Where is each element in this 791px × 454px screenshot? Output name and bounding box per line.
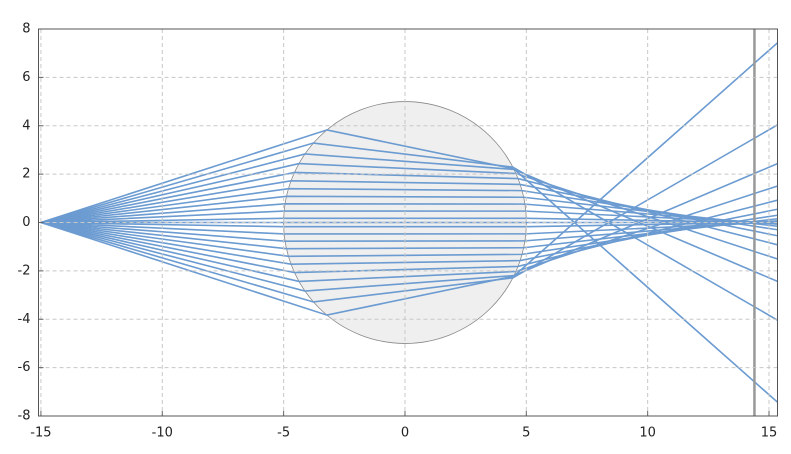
ray [40, 195, 778, 228]
x-tick-label: 15 [761, 426, 778, 441]
y-tick-label: -6 [18, 360, 31, 375]
ray [40, 129, 778, 403]
y-tick-label: -2 [18, 263, 31, 278]
ray [40, 162, 778, 292]
plot-frame [38, 28, 778, 417]
ray [40, 185, 778, 283]
y-tick-label: 2 [22, 167, 30, 182]
x-tick-label: 10 [639, 426, 656, 441]
y-tick-label: -8 [18, 409, 31, 424]
ray [40, 187, 778, 231]
y-tick-label: 0 [22, 215, 30, 230]
ray [40, 124, 778, 303]
ray [40, 202, 778, 226]
x-tick-label: 0 [401, 426, 409, 441]
ray [40, 208, 778, 266]
x-tick-label: -5 [277, 426, 290, 441]
y-tick-label: 4 [22, 118, 30, 133]
y-tick-label: 6 [22, 70, 30, 85]
x-tick-label: 5 [522, 426, 530, 441]
x-tick-label: -10 [152, 426, 173, 441]
y-tick-label: 8 [22, 22, 30, 37]
x-tick-label: -15 [30, 426, 51, 441]
ray [40, 42, 778, 316]
y-tick-label: -4 [18, 312, 31, 327]
ray [40, 142, 778, 321]
